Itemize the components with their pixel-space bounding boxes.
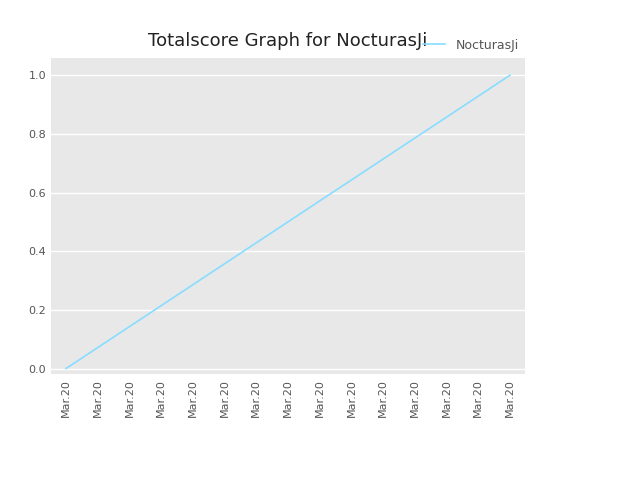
NocturasJi: [210, 268, 218, 274]
NocturasJi: [299, 209, 307, 215]
NocturasJi: [151, 307, 159, 313]
NocturasJi: [447, 111, 454, 117]
NocturasJi: [417, 131, 425, 137]
NocturasJi: [240, 248, 248, 254]
NocturasJi: [269, 229, 277, 235]
NocturasJi: [328, 190, 336, 195]
NocturasJi: [506, 72, 514, 78]
NocturasJi: [92, 346, 99, 352]
NocturasJi: [477, 92, 484, 97]
NocturasJi: [62, 366, 70, 372]
Title: Totalscore Graph for NocturasJi: Totalscore Graph for NocturasJi: [148, 33, 428, 50]
Line: NocturasJi: NocturasJi: [66, 75, 510, 369]
NocturasJi: [122, 326, 129, 332]
NocturasJi: [358, 170, 366, 176]
NocturasJi: [388, 151, 396, 156]
Legend: NocturasJi: NocturasJi: [423, 38, 518, 51]
NocturasJi: [180, 288, 188, 293]
